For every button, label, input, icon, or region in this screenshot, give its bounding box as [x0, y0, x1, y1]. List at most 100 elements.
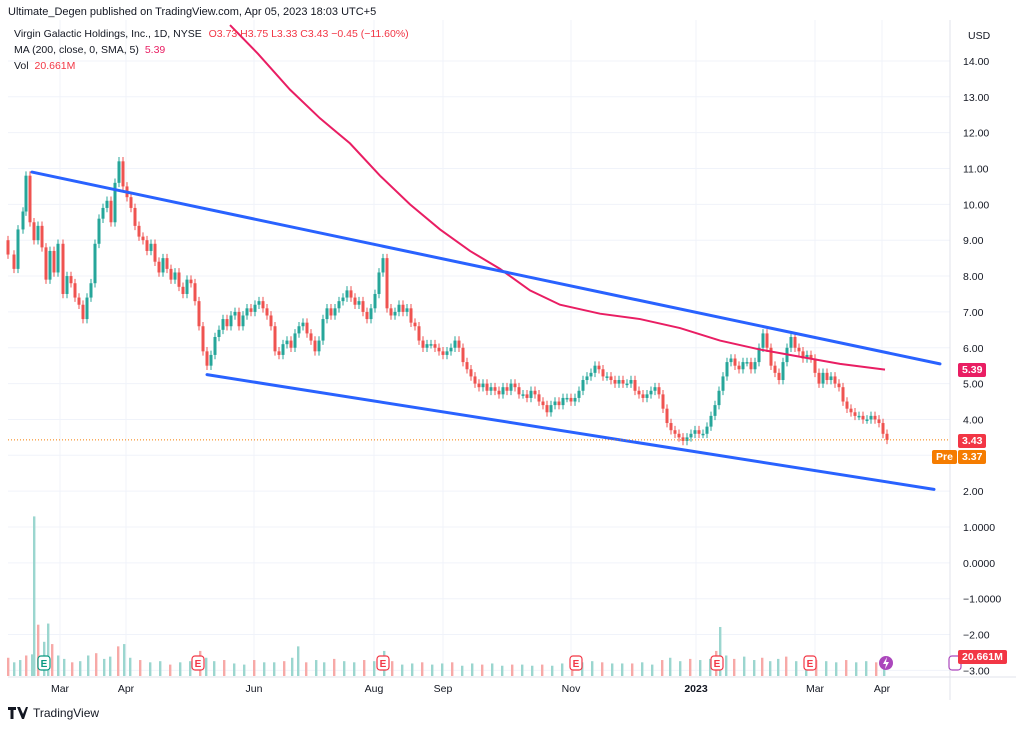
- candle-body: [193, 283, 197, 302]
- candle-body: [329, 308, 333, 316]
- candle-body: [457, 340, 461, 348]
- premarket-label-badge: Pre: [932, 450, 957, 464]
- y-tick-label: 9.00: [963, 235, 984, 247]
- candle-body: [109, 200, 113, 223]
- y-tick-label: 12.00: [963, 128, 989, 140]
- candle-body: [681, 437, 685, 441]
- candle-body: [425, 344, 429, 348]
- candle-body: [857, 415, 861, 418]
- x-tick-label: Nov: [562, 683, 581, 695]
- candle-body: [393, 311, 397, 316]
- volume-bar: [33, 516, 36, 676]
- candle-body: [40, 225, 44, 248]
- x-tick-label: Aug: [365, 683, 384, 695]
- candle-body: [401, 304, 405, 312]
- symbol-title[interactable]: Virgin Galactic Holdings, Inc., 1D, NYSE: [14, 28, 202, 40]
- volume-bar: [37, 624, 40, 676]
- vol-label: Vol: [14, 60, 29, 72]
- volume-bar: [531, 665, 534, 676]
- premarket-price-badge: 3.37: [958, 450, 987, 464]
- volume-bar: [451, 662, 454, 676]
- candle-body: [173, 272, 177, 280]
- vol-legend[interactable]: Vol 20.661M: [14, 60, 75, 72]
- candle-body: [105, 200, 109, 208]
- candle-body: [301, 322, 305, 327]
- volume-bar: [865, 661, 868, 676]
- candle-body: [577, 390, 581, 398]
- candle-body: [537, 394, 541, 402]
- volume-bar: [87, 655, 90, 676]
- candle-body: [213, 336, 217, 355]
- candle-body: [305, 322, 309, 334]
- volume-bar: [591, 661, 594, 676]
- volume-bar: [733, 658, 736, 676]
- candle-body: [677, 433, 681, 438]
- candle-body: [589, 372, 593, 377]
- volume-bar: [501, 665, 504, 676]
- lower-trendline: [205, 373, 936, 491]
- candle-body: [269, 315, 273, 327]
- candle-body: [601, 369, 605, 377]
- candle-body: [417, 326, 421, 341]
- candle-body: [36, 225, 40, 241]
- volume-bar: [611, 663, 614, 676]
- earnings-marker-letter: E: [195, 659, 202, 670]
- candle-body: [349, 290, 353, 298]
- tradingview-footer[interactable]: TradingView: [8, 706, 99, 720]
- candle-body: [497, 390, 501, 395]
- candle-body: [145, 240, 149, 251]
- earnings-marker: E: [710, 655, 724, 671]
- earnings-marker: E: [569, 655, 583, 671]
- ma-legend[interactable]: MA (200, close, 0, SMA, 5) 5.39: [14, 44, 165, 56]
- volume-bar: [123, 644, 126, 676]
- candle-body: [365, 311, 369, 320]
- x-tick-label: Mar: [51, 683, 70, 695]
- candle-body: [429, 344, 433, 346]
- candle-body: [561, 397, 565, 406]
- volume-bar: [421, 662, 424, 676]
- volume-bar: [213, 661, 216, 676]
- candle-body: [789, 336, 793, 348]
- volume-bar: [651, 664, 654, 676]
- candle-body: [48, 250, 52, 280]
- volume-bar: [159, 661, 162, 676]
- candle-body: [433, 344, 437, 348]
- volume-bar: [169, 664, 172, 676]
- candle-body: [633, 380, 637, 391]
- candle-body: [293, 333, 297, 348]
- candle-body: [549, 405, 553, 413]
- candle-body: [873, 415, 877, 420]
- lightning-glyph: [883, 657, 889, 669]
- volume-badge: 20.661M: [958, 650, 1007, 664]
- candle-body: [825, 372, 829, 381]
- candle-body: [24, 175, 28, 212]
- volume-bar: [769, 661, 772, 676]
- candle-body: [705, 426, 709, 434]
- y-tick-label: 2.00: [963, 486, 984, 498]
- volume-bar: [795, 661, 798, 676]
- candle-body: [209, 354, 213, 366]
- candle-body: [641, 394, 645, 398]
- earnings-marker-letter: E: [714, 659, 721, 670]
- volume-bar: [139, 660, 142, 676]
- candle-body: [709, 415, 713, 427]
- volume-bar: [129, 657, 132, 676]
- volume-bar: [323, 662, 326, 676]
- volume-bar: [57, 655, 60, 676]
- candle-body: [649, 390, 653, 395]
- candle-body: [69, 276, 73, 284]
- candle-body: [229, 315, 233, 327]
- x-tick-label: Apr: [118, 683, 135, 695]
- candle-body: [637, 390, 641, 395]
- candle-body: [585, 376, 589, 381]
- candle-body: [769, 347, 773, 366]
- volume-bar: [31, 654, 34, 676]
- ma-value: 5.39: [144, 44, 166, 56]
- volume-bar: [7, 657, 10, 676]
- earnings-marker-letter: E: [573, 659, 580, 670]
- candle-body: [629, 380, 633, 384]
- candle-body: [437, 347, 441, 352]
- candle-body: [553, 401, 557, 406]
- candle-body: [205, 351, 209, 366]
